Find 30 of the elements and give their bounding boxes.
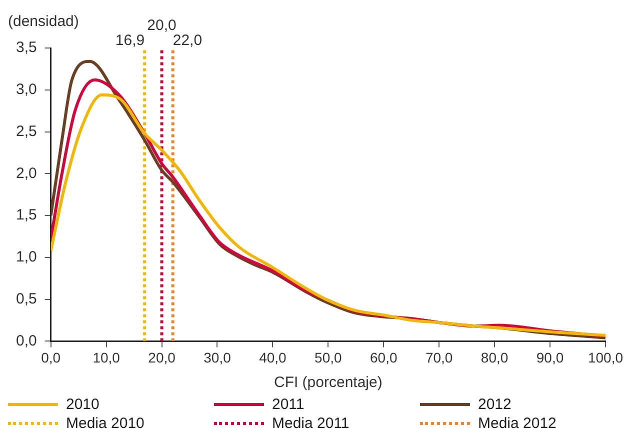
legend-label: 2011 bbox=[272, 396, 304, 413]
x-tick-label: 80,0 bbox=[480, 349, 508, 366]
x-tick-label: 10,0 bbox=[92, 349, 120, 366]
y-tick-label: 1,0 bbox=[16, 248, 37, 266]
x-tick-label: 90,0 bbox=[536, 349, 564, 366]
x-axis-title: CFI (porcentaje) bbox=[274, 374, 382, 392]
x-tick-label: 60,0 bbox=[370, 349, 398, 366]
y-tick-label: 2,5 bbox=[16, 122, 37, 140]
x-tick-label: 100,0 bbox=[588, 349, 624, 366]
x-tick-label: 20,0 bbox=[148, 349, 176, 366]
x-tick-label: 0,0 bbox=[41, 349, 61, 366]
y-tick-label: 0,0 bbox=[16, 332, 37, 350]
y-tick-label: 1,5 bbox=[16, 206, 37, 224]
y-axis-title: (densidad) bbox=[8, 13, 79, 30]
legend-label: Media 2012 bbox=[478, 415, 556, 432]
y-tick-label: 2,0 bbox=[16, 164, 37, 182]
legend-label: 2010 bbox=[66, 396, 100, 413]
y-tick-label: 3,5 bbox=[16, 39, 37, 56]
x-tick-label: 30,0 bbox=[204, 349, 232, 366]
x-tick-label: 70,0 bbox=[425, 349, 453, 366]
x-tick-label: 50,0 bbox=[314, 349, 342, 366]
annotation: 20,0 bbox=[147, 17, 176, 34]
annotation: 22,0 bbox=[172, 32, 202, 49]
annotation: 16,9 bbox=[115, 32, 145, 49]
y-tick-label: 3,0 bbox=[16, 81, 37, 98]
legend-label: 2012 bbox=[478, 396, 512, 413]
legend-label: Media 2010 bbox=[66, 415, 144, 432]
y-tick-label: 0,5 bbox=[16, 290, 37, 308]
legend-label: Media 2011 bbox=[272, 415, 350, 432]
x-tick-label: 40,0 bbox=[259, 349, 287, 366]
